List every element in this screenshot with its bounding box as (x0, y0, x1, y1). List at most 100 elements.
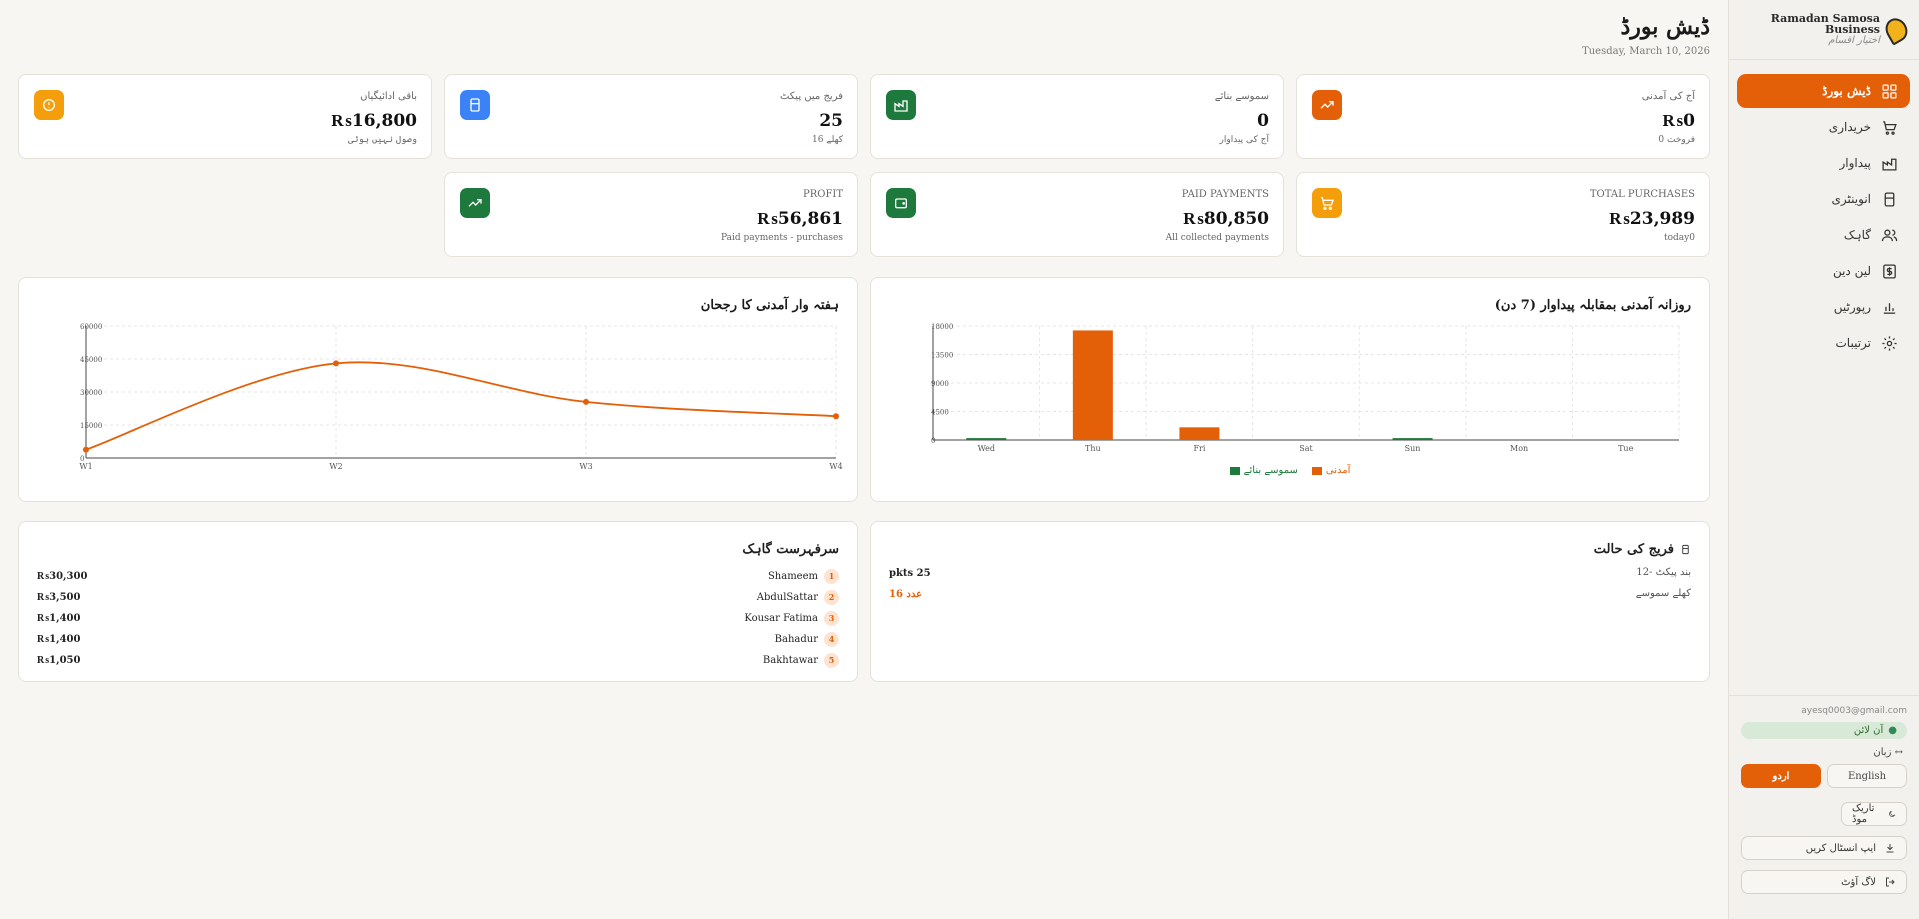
stat-label: باقی ادائیگیاں (360, 91, 417, 102)
stat-label: PAID PAYMENTS (1181, 189, 1269, 200)
stat-value: ₨23,989 (1609, 209, 1695, 229)
customer-info: Bakhtawar 5 (762, 652, 839, 668)
dark-mode-button[interactable]: تاریک موڈ (1841, 802, 1907, 826)
dark-mode-label: تاریک موڈ (1852, 803, 1875, 825)
customer-name: AbdulSattar (756, 591, 818, 603)
page-title: ڈیش بورڈ (1620, 14, 1710, 40)
logout-label: لاگ آؤٹ (1841, 876, 1876, 888)
fridge-icon (1884, 191, 1895, 207)
sidebar-item-dashboard[interactable]: ڈیش بورڈ (1737, 74, 1910, 108)
fridge-icon (460, 90, 490, 120)
stat-card-profit[interactable]: PROFIT ₨56,861 Paid payments - purchases (444, 172, 858, 257)
install-app-label: ایپ انسٹال کریں (1805, 842, 1876, 854)
fridge-title: فریج کی حالت (1594, 542, 1691, 557)
stat-card-total-purchases[interactable]: TOTAL PURCHASES ₨23,989 today0 (1296, 172, 1710, 257)
customer-row[interactable]: ₨30,300 Shameem 1 (37, 567, 839, 585)
sidebar-item-customers[interactable]: گاہک (1737, 218, 1910, 252)
x-tick-label: Tue (1618, 444, 1633, 453)
stat-label: آج کی آمدنی (1641, 91, 1695, 102)
trend-up-icon (1312, 90, 1342, 120)
wifi-icon: ● (1888, 725, 1897, 736)
stat-sub: All collected payments (1165, 233, 1269, 243)
language-switch: اردو English (1741, 764, 1907, 788)
customer-info: Bahadur 4 (775, 631, 839, 647)
factory-icon (1882, 158, 1897, 171)
y-tick-label: 0 (80, 455, 84, 463)
customer-amount: ₨30,300 (37, 570, 88, 582)
rank-badge: 5 (824, 652, 839, 668)
legend-item-production[interactable]: سموسے بنائے (1229, 465, 1298, 476)
install-app-button[interactable]: ایپ انسٹال کریں (1741, 836, 1907, 860)
y-tick-label: 18000 (931, 323, 953, 331)
sidebar-item-label: لین دین (1832, 264, 1871, 278)
lang-urdu-button[interactable]: اردو (1741, 764, 1821, 788)
data-point (333, 360, 339, 367)
cart-icon (1312, 188, 1342, 218)
brand-subtitle: اختيار اقسام (1828, 34, 1880, 46)
main-content: ڈیش بورڈ Tuesday, March 10, 2026 آج کی آ… (18, 14, 1710, 682)
user-email: ayesq0003@gmail.com (1801, 706, 1907, 716)
customer-amount: ₨1,050 (37, 654, 81, 666)
language-label-text: زبان (1873, 747, 1892, 758)
weekly-line-chart: 0 15000 30000 45000 60000 W1 W2 W3 W4 (79, 323, 842, 471)
brand[interactable]: Ramadan Samosa Business اختيار اقسام (1729, 0, 1919, 60)
sidebar-item-reports[interactable]: رپورٹیں (1737, 290, 1910, 324)
sidebar: Ramadan Samosa Business اختيار اقسام ڈیش… (1728, 0, 1919, 919)
customer-name: Bakhtawar (762, 654, 818, 666)
customer-row[interactable]: ₨1,400 Bahadur 4 (37, 630, 839, 648)
y-tick-label: 45000 (80, 356, 102, 364)
sidebar-item-label: گاہک (1843, 228, 1871, 242)
legend-item-income[interactable]: آمدنی (1311, 465, 1350, 476)
online-status-label: آن لائن (1853, 725, 1884, 736)
stat-sub: 0 فروخت (1658, 135, 1695, 145)
sidebar-item-settings[interactable]: ترتیبات (1737, 326, 1910, 360)
sidebar-item-label: ڈیش بورڈ (1822, 84, 1871, 98)
customer-info: Kousar Fatima 3 (744, 610, 839, 626)
stat-value: 0 (1257, 111, 1269, 131)
stat-sub: آج کی پیداوار (1219, 135, 1269, 145)
customer-row[interactable]: ₨1,400 Kousar Fatima 3 (37, 609, 839, 627)
x-tick-label: Mon (1510, 444, 1528, 453)
customer-row[interactable]: ₨3,500 AbdulSattar 2 (37, 588, 839, 606)
stat-card-paid-payments[interactable]: PAID PAYMENTS ₨80,850 All collected paym… (870, 172, 1284, 257)
y-tick-label: 4500 (931, 409, 949, 417)
fridge-open-label: کھلے سموسے (1635, 588, 1691, 599)
sidebar-item-production[interactable]: پیداوار (1737, 146, 1910, 180)
income-bar (1179, 427, 1220, 440)
language-label: زبان ↔ (1741, 747, 1903, 758)
stat-label: سموسے بنائے (1214, 91, 1269, 102)
fridge-status-card: فریج کی حالت 12- بند پیکٹ کھلے سموسے pkt… (870, 521, 1710, 682)
stat-card-fridge-packets[interactable]: فریج میں پیکٹ 25 16 کھلے (444, 74, 858, 159)
fridge-open-value: 16 عدد (889, 589, 923, 600)
x-tick-label: Sun (1405, 444, 1421, 453)
stat-label: فریج میں پیکٹ (779, 91, 843, 102)
fridge-title-text: فریج کی حالت (1593, 542, 1674, 557)
production-bar (1392, 438, 1433, 440)
sidebar-item-purchases[interactable]: خریداری (1737, 110, 1910, 144)
sidebar-item-inventory[interactable]: انوینٹری (1737, 182, 1910, 216)
top-customers-card: سرفہرست گاہک ₨30,300 Shameem 1 ₨3,500 AbdulS… (18, 521, 858, 682)
customer-name: Kousar Fatima (744, 612, 818, 624)
rank-badge: 2 (824, 589, 839, 605)
stat-label: TOTAL PURCHASES (1589, 189, 1695, 200)
customer-amount: ₨1,400 (37, 612, 81, 624)
sidebar-item-transactions[interactable]: لین دین (1737, 254, 1910, 288)
dollar-icon (1883, 263, 1896, 279)
stat-card-pending-payments[interactable]: باقی ادائیگیاں ₨16,800 وصول نہیں ہوئی (18, 74, 432, 159)
income-trend-line (85, 361, 837, 451)
stat-sub: وصول نہیں ہوئی (347, 135, 417, 145)
download-icon (1886, 844, 1894, 853)
x-tick-label: W3 (579, 462, 592, 471)
lang-english-button[interactable]: English (1827, 764, 1907, 788)
samosa-logo-icon (1881, 13, 1912, 46)
stat-sub: today0 (1664, 233, 1695, 243)
sidebar-item-label: ترتیبات (1835, 336, 1872, 350)
stat-card-samosas-made[interactable]: سموسے بنائے 0 آج کی پیداوار (870, 74, 1284, 159)
logout-button[interactable]: لاگ آؤٹ (1741, 870, 1907, 894)
rank-badge: 1 (824, 568, 839, 584)
stat-card-today-income[interactable]: آج کی آمدنی ₨0 0 فروخت (1296, 74, 1710, 159)
sidebar-item-label: رپورٹیں (1833, 300, 1871, 314)
chart-title: ہفتہ وار آمدنی کا رجحان (700, 298, 839, 313)
chart-title: روزانہ آمدنی بمقابلہ پیداوار (7 دن) (1494, 298, 1691, 313)
customer-row[interactable]: ₨1,050 Bakhtawar 5 (37, 651, 839, 669)
